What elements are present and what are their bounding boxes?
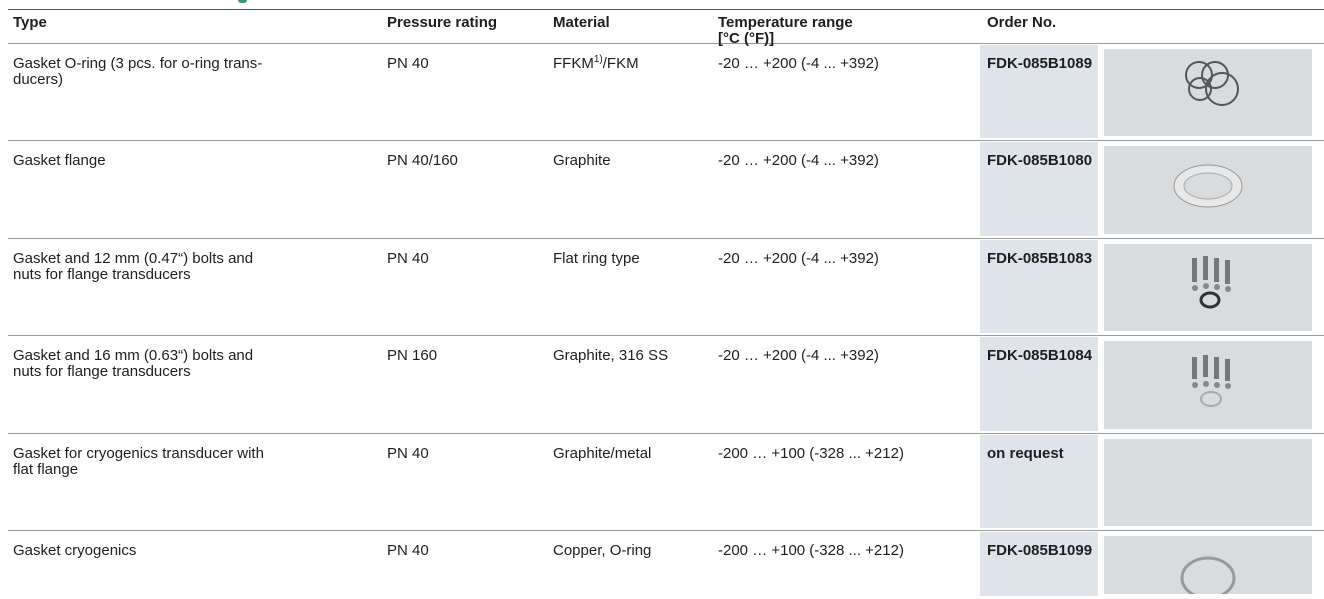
product-image: [1104, 243, 1312, 332]
order-cell-bg: [980, 45, 1098, 139]
order-cell-bg: [980, 239, 1098, 334]
row-rule: [8, 530, 1324, 531]
column-header: Temperature range: [718, 14, 853, 31]
pressure-text: PN 40/160: [387, 152, 458, 170]
column-header: [°C (°F)]: [718, 30, 775, 47]
material-main: Copper, O-ring: [553, 542, 652, 559]
product-image: [1104, 341, 1312, 429]
type-text: Gasket and 12 mm (0.47“) bolts and: [13, 249, 254, 267]
order-cell-bg: [980, 532, 1098, 596]
material-rest: /FKM: [602, 55, 639, 72]
order-number: FDK-085B1099: [987, 542, 1093, 559]
material-text: Graphite: [553, 153, 611, 169]
type-text: ducers): [13, 71, 64, 88]
type-text: Gasket flange: [13, 152, 106, 170]
product-illustration: [1185, 61, 1239, 106]
column-header: Pressure rating: [387, 14, 498, 31]
type-text: Gasket O-ring (3 pcs. for o-ring trans-: [13, 55, 263, 72]
temperature-text: -20 … +200 (-4 ... +392): [718, 55, 879, 72]
material-text: Graphite, 316 SS: [553, 348, 668, 364]
order-number: on request: [987, 444, 1064, 462]
temperature-text: -20 … +200 (-4 ... +392): [718, 347, 879, 365]
material-text: Copper, O-ring: [553, 543, 651, 559]
product-image: [1104, 49, 1312, 137]
order-number: FDK-085B1089: [987, 55, 1093, 72]
row-rule: [8, 237, 1324, 239]
type-text: nuts for flange transducers: [13, 265, 191, 283]
pressure-text: PN 40: [387, 55, 429, 72]
order-cell-bg: [980, 142, 1098, 236]
material-main: FFKM: [553, 55, 594, 72]
order-number: FDK-085B1080: [987, 152, 1093, 170]
column-header: Type: [13, 14, 47, 31]
material-main: Flat ring type: [553, 249, 640, 267]
row-rule: [8, 140, 1324, 142]
pressure-text: PN 40: [387, 249, 429, 267]
product-image: [1104, 536, 1312, 599]
order-number: FDK-085B1083: [987, 249, 1093, 267]
temperature-text: -20 … +200 (-4 ... +392): [718, 152, 879, 170]
product-illustration: [1104, 439, 1312, 526]
material-main: Graphite, 316 SS: [553, 347, 669, 365]
material-main: Graphite: [553, 152, 611, 170]
product-illustration: [1192, 355, 1231, 408]
temperature-text: -20 … +200 (-4 ... +392): [718, 249, 879, 267]
footnote-mark: 1): [593, 54, 603, 65]
order-cell-bg: [980, 434, 1098, 528]
type-text: Gasket and 16 mm (0.63“) bolts and: [13, 347, 254, 365]
product-image: [1104, 146, 1312, 234]
product-illustration: [1173, 164, 1243, 208]
product-image: [1104, 438, 1312, 526]
order-cell-bg: [980, 337, 1098, 431]
pressure-text: PN 160: [387, 347, 438, 365]
product-illustration: [1192, 255, 1231, 309]
row-rule: [8, 432, 1324, 434]
title-fragment: [238, 0, 247, 3]
order-number: FDK-085B1084: [987, 347, 1093, 365]
material-text: FFKM1)/FKM: [553, 54, 639, 72]
material-text: Graphite/metal: [553, 444, 652, 462]
product-illustration: [1180, 556, 1236, 599]
material-text: Flat ring type: [553, 249, 640, 267]
header-rule: [8, 43, 1324, 44]
temperature-text: -200 … +100 (-328 ... +212): [718, 444, 904, 462]
type-text: flat flange: [13, 460, 79, 478]
pressure-text: PN 40: [387, 542, 429, 559]
material-main: Graphite/metal: [553, 444, 652, 462]
type-text: nuts for flange transducers: [13, 363, 191, 381]
type-text: Gasket cryogenics: [13, 542, 137, 559]
column-header: Order No.: [987, 14, 1057, 31]
pressure-text: PN 40: [387, 444, 429, 462]
column-header: Material: [553, 14, 610, 31]
row-rule: [8, 335, 1324, 337]
top-rule: [8, 9, 1324, 10]
type-text: Gasket for cryogenics transducer with: [13, 444, 264, 462]
temperature-text: -200 … +100 (-328 ... +212): [718, 542, 904, 559]
